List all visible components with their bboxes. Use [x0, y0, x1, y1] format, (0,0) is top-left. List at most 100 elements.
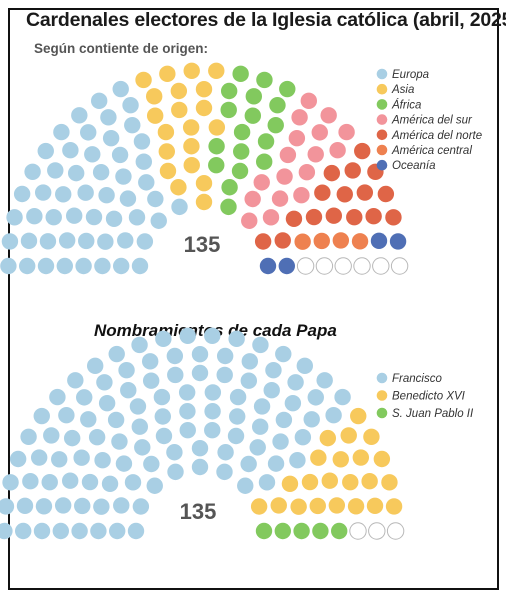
seat-américa-del-sur	[241, 212, 258, 229]
seat-europa	[37, 257, 55, 275]
legend-label: Asia	[391, 84, 414, 96]
chart1-legend: Europa Asia África América del sur América d…	[376, 68, 482, 172]
seat-francisco	[76, 389, 93, 406]
legend-marker	[376, 372, 388, 384]
seat-europa	[100, 109, 117, 126]
seat-benedicto-xvi	[352, 449, 370, 466]
seat-s-juan-pablo-ii	[312, 522, 329, 540]
seat-áfrica	[233, 143, 250, 160]
seat-europa	[26, 207, 43, 225]
seat-francisco	[229, 408, 246, 425]
seat-europa	[124, 117, 141, 134]
seat-benedicto-xvi	[347, 498, 365, 515]
seat-francisco	[33, 522, 51, 540]
seat-oceanía	[370, 232, 388, 250]
seat-áfrica	[233, 123, 251, 141]
seat-francisco	[127, 522, 145, 540]
seat-oceanía	[389, 233, 407, 250]
seat-benedicto-xvi	[366, 497, 384, 515]
legend-marker	[376, 390, 388, 401]
seat-europa	[131, 257, 149, 275]
seat-benedicto-xvi	[310, 449, 327, 466]
seat-benedicto-xvi	[381, 474, 398, 491]
seat-francisco	[263, 382, 280, 399]
seat-áfrica	[208, 138, 225, 155]
seat-américa-del-norte	[385, 209, 402, 226]
seat-asia	[157, 123, 175, 141]
seat-américa-del-sur	[253, 174, 270, 191]
seat-benedicto-xvi	[361, 472, 378, 490]
seat-áfrica	[257, 133, 275, 150]
seat-francisco	[178, 384, 196, 401]
legend-marker	[376, 68, 388, 80]
seat-benedicto-xvi	[342, 473, 359, 491]
seat-benedicto-xvi	[319, 429, 337, 447]
seat-asia	[145, 88, 163, 105]
seat-áfrica	[220, 198, 237, 216]
seat-áfrica	[256, 71, 273, 89]
seat-francisco	[115, 455, 133, 472]
seat-áfrica	[256, 153, 273, 170]
seat-américa-del-sur	[329, 142, 346, 159]
seat-europa	[94, 257, 111, 275]
seat-francisco	[179, 421, 196, 439]
seat-francisco	[142, 372, 160, 389]
seat-américa-del-norte	[323, 164, 341, 182]
seat-áfrica	[221, 179, 238, 196]
seat-francisco	[296, 357, 314, 375]
seat-francisco	[30, 449, 48, 466]
chart2-parliament	[0, 327, 405, 540]
seat-europa	[78, 232, 95, 250]
seat-francisco	[204, 403, 221, 420]
seat-s-juan-pablo-ii	[331, 522, 348, 540]
seat-francisco	[167, 366, 184, 384]
seat-francisco	[98, 394, 116, 412]
seat-américa-del-sur	[311, 124, 328, 141]
seat-américa-del-sur	[291, 109, 308, 126]
seat-europa	[55, 186, 72, 203]
seat-francisco	[86, 357, 104, 375]
seat-francisco	[134, 439, 151, 456]
chart-title: Cardenales electores de la Iglesia catól…	[26, 9, 506, 31]
seat-benedicto-xvi	[309, 497, 326, 515]
seat-américa-central	[313, 232, 330, 250]
seat-francisco	[58, 407, 75, 424]
seat-américa-del-sur	[271, 190, 289, 207]
seat-francisco	[132, 498, 150, 515]
seat-francisco	[71, 522, 88, 540]
seat-francisco	[191, 440, 209, 457]
seat-europa	[122, 96, 139, 114]
seat-asia	[195, 193, 213, 211]
seat-francisco	[204, 384, 222, 401]
seat-europa	[135, 153, 152, 170]
legend-label: América central	[391, 145, 472, 157]
seat-asia	[183, 62, 200, 79]
seat-asia	[159, 65, 176, 83]
seat-s-juan-pablo-ii	[255, 522, 273, 540]
seat-francisco	[303, 411, 320, 428]
seat-áfrica	[232, 65, 249, 83]
seat-francisco	[20, 428, 37, 445]
seat-áfrica	[244, 107, 262, 124]
seat-francisco	[9, 450, 27, 468]
legend-label: África	[391, 98, 421, 111]
seat-áfrica	[245, 88, 263, 105]
seat-europa	[6, 209, 23, 226]
seat-francisco	[108, 345, 125, 363]
seat-francisco	[265, 361, 282, 379]
seat-benedicto-xvi	[373, 450, 391, 468]
seat-francisco	[141, 353, 159, 370]
seat-europa	[62, 142, 79, 159]
seat-europa	[34, 184, 52, 201]
seat-europa	[67, 164, 85, 182]
seat-francisco	[0, 522, 13, 540]
seat-francisco	[334, 388, 351, 406]
seat-áfrica	[269, 96, 286, 114]
seat-asia	[183, 138, 200, 155]
seat-s-juan-pablo-ii	[274, 522, 291, 540]
seat-empty	[386, 522, 405, 540]
seat-francisco	[93, 498, 110, 515]
seat-europa	[113, 257, 130, 275]
seat-francisco	[307, 389, 324, 406]
seat-francisco	[43, 427, 60, 444]
